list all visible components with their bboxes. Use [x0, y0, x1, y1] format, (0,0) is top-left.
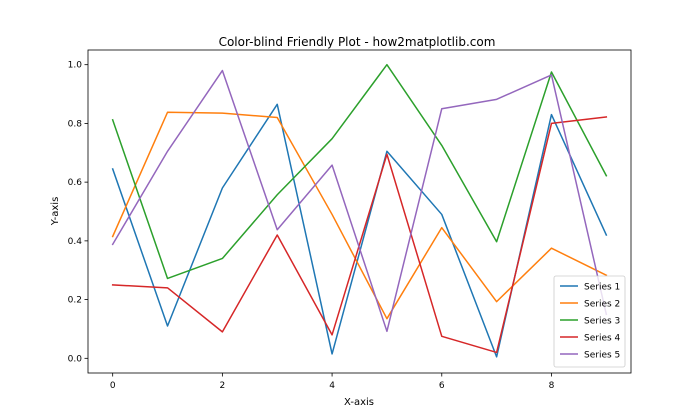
series-layer [111, 63, 608, 358]
legend-label-3: Series 3 [584, 317, 620, 327]
x-axis: 0 2 4 6 8 [110, 373, 555, 391]
plot-frame [87, 49, 632, 374]
x-tick-label: 2 [220, 381, 226, 391]
legend-box [553, 275, 626, 368]
plot-area [87, 49, 632, 374]
x-tick-label: 0 [110, 381, 116, 391]
x-tick-label: 6 [439, 381, 445, 391]
plot-background [88, 50, 631, 373]
y-tick-label: 0.6 [68, 178, 83, 188]
x-tick-label: 4 [329, 381, 335, 391]
series-line-3 [111, 63, 608, 280]
y-tick-label: 0.2 [68, 296, 82, 306]
y-tick-label: 1.0 [68, 61, 83, 71]
x-tick-label: 8 [549, 381, 555, 391]
y-tick-label: 0.4 [68, 237, 83, 247]
series-line-2 [111, 111, 608, 320]
legend-label-1: Series 1 [584, 283, 620, 293]
x-axis-label: X-axis [344, 397, 374, 408]
legend-label-5: Series 5 [584, 351, 620, 361]
y-axis: 0.0 0.2 0.4 0.6 0.8 1.0 [68, 61, 88, 364]
y-tick-label: 0.0 [68, 354, 83, 364]
series-line-5 [111, 69, 608, 333]
y-tick-label: 0.8 [68, 119, 83, 129]
y-axis-label: Y-axis [50, 197, 61, 227]
legend-label-2: Series 2 [584, 300, 620, 310]
series-line-4 [111, 116, 608, 354]
legend-label-4: Series 4 [584, 334, 621, 344]
chart-title: Color-blind Friendly Plot - how2matplotl… [219, 35, 496, 49]
legend: Series 1 Series 2 Series 3 Series 4 Series 5 [553, 275, 626, 368]
